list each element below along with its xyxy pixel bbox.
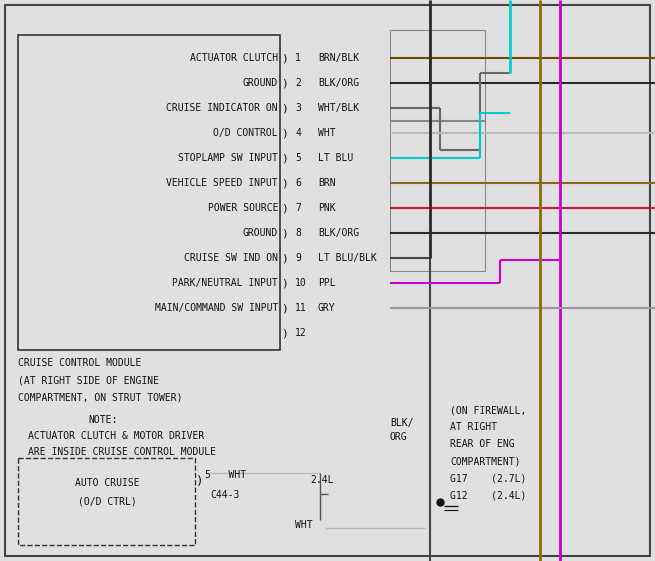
Text: COMPARTMENT): COMPARTMENT): [450, 456, 521, 466]
Text: CRUISE CONTROL MODULE: CRUISE CONTROL MODULE: [18, 358, 141, 368]
Text: 2: 2: [295, 78, 301, 88]
Text: ): ): [281, 303, 288, 313]
Text: VEHICLE SPEED INPUT: VEHICLE SPEED INPUT: [166, 178, 278, 188]
Text: 9: 9: [295, 253, 301, 263]
Text: ACTUATOR CLUTCH: ACTUATOR CLUTCH: [190, 53, 278, 63]
Text: CRUISE INDICATOR ON: CRUISE INDICATOR ON: [166, 103, 278, 113]
Text: ARE INSIDE CRUISE CONTROL MODULE: ARE INSIDE CRUISE CONTROL MODULE: [28, 447, 216, 457]
Text: ): ): [281, 253, 288, 263]
Text: ): ): [281, 203, 288, 213]
Text: COMPARTMENT, ON STRUT TOWER): COMPARTMENT, ON STRUT TOWER): [18, 392, 183, 402]
Text: ): ): [281, 278, 288, 288]
Text: ): ): [281, 178, 288, 188]
Text: BLK/ORG: BLK/ORG: [318, 78, 359, 88]
Text: BLK/ORG: BLK/ORG: [318, 228, 359, 238]
Text: ORG: ORG: [390, 432, 407, 442]
Text: ): ): [281, 53, 288, 63]
Text: POWER SOURCE: POWER SOURCE: [208, 203, 278, 213]
Text: ): ): [281, 103, 288, 113]
Text: PARK/NEUTRAL INPUT: PARK/NEUTRAL INPUT: [172, 278, 278, 288]
Text: LT BLU/BLK: LT BLU/BLK: [318, 253, 377, 263]
Text: GRY: GRY: [318, 303, 335, 313]
Text: ): ): [281, 128, 288, 138]
Text: ACTUATOR CLUTCH & MOTOR DRIVER: ACTUATOR CLUTCH & MOTOR DRIVER: [28, 431, 204, 441]
Text: ): ): [196, 475, 204, 488]
Text: G17    (2.7L): G17 (2.7L): [450, 473, 527, 483]
Text: BLK/: BLK/: [390, 418, 413, 428]
Text: (ON FIREWALL,: (ON FIREWALL,: [450, 405, 527, 415]
Text: WHT/BLK: WHT/BLK: [318, 103, 359, 113]
Text: ): ): [281, 328, 288, 338]
Text: STOPLAMP SW INPUT: STOPLAMP SW INPUT: [178, 153, 278, 163]
Bar: [18, 35, 280, 350]
Text: ): ): [281, 153, 288, 163]
Text: MAIN/COMMAND SW INPUT: MAIN/COMMAND SW INPUT: [155, 303, 278, 313]
Text: WHT: WHT: [318, 128, 335, 138]
Text: 10: 10: [295, 278, 307, 288]
Text: 6: 6: [295, 178, 301, 188]
Text: C44-3: C44-3: [210, 490, 239, 500]
Text: 2.4L: 2.4L: [310, 475, 333, 485]
Text: NOTE:: NOTE:: [88, 415, 117, 425]
Text: 5   WHT: 5 WHT: [205, 470, 246, 480]
Text: AT RIGHT: AT RIGHT: [450, 422, 497, 432]
Text: 1: 1: [295, 53, 301, 63]
Text: BRN: BRN: [318, 178, 335, 188]
Text: WHT: WHT: [295, 520, 312, 530]
Text: AUTO CRUISE: AUTO CRUISE: [75, 478, 140, 488]
Bar: [18, 458, 195, 545]
Text: REAR OF ENG: REAR OF ENG: [450, 439, 515, 449]
Text: O/D CONTROL: O/D CONTROL: [214, 128, 278, 138]
Text: 4: 4: [295, 128, 301, 138]
Text: 11: 11: [295, 303, 307, 313]
Text: (O/D CTRL): (O/D CTRL): [78, 496, 136, 506]
Text: ): ): [281, 78, 288, 88]
Bar: [390, 120, 485, 271]
Text: LT BLU: LT BLU: [318, 153, 353, 163]
Text: PPL: PPL: [318, 278, 335, 288]
Text: GROUND: GROUND: [243, 78, 278, 88]
Text: GROUND: GROUND: [243, 228, 278, 238]
Text: 8: 8: [295, 228, 301, 238]
Text: PNK: PNK: [318, 203, 335, 213]
Text: 12: 12: [295, 328, 307, 338]
Text: 7: 7: [295, 203, 301, 213]
Text: 5: 5: [295, 153, 301, 163]
Text: 3: 3: [295, 103, 301, 113]
Text: BRN/BLK: BRN/BLK: [318, 53, 359, 63]
Text: ): ): [281, 228, 288, 238]
Bar: [390, 30, 485, 121]
Text: G12    (2.4L): G12 (2.4L): [450, 490, 527, 500]
Text: (AT RIGHT SIDE OF ENGINE: (AT RIGHT SIDE OF ENGINE: [18, 375, 159, 385]
Text: CRUISE SW IND ON: CRUISE SW IND ON: [184, 253, 278, 263]
